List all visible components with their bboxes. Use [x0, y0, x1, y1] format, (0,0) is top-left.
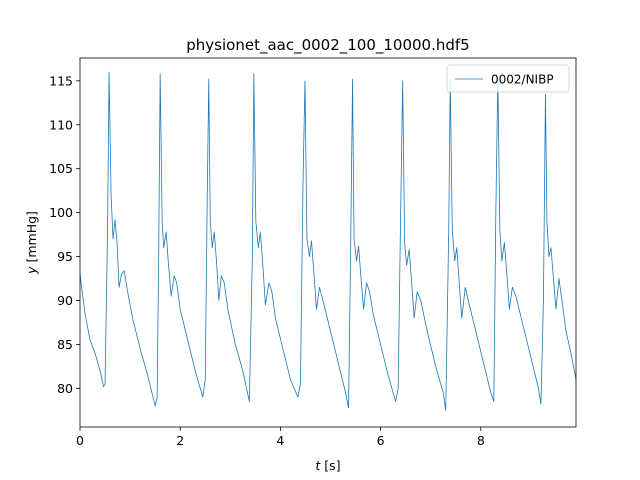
- y-tick-label: 85: [57, 337, 73, 352]
- x-axis-unit: [s]: [320, 458, 340, 473]
- legend: 0002/NIBP: [446, 64, 570, 93]
- x-tick-label: 0: [76, 433, 84, 448]
- y-tick-label: 80: [57, 381, 73, 396]
- x-tick-label: 8: [477, 433, 485, 448]
- x-tick-label: 6: [377, 433, 385, 448]
- y-tick-label: 110: [49, 117, 73, 132]
- chart-title: physionet_aac_0002_100_10000.hdf5: [186, 36, 469, 55]
- y-axis-label: y [mmHg]: [24, 211, 39, 275]
- x-tick-label: 4: [276, 433, 284, 448]
- legend-label-nibp: 0002/NIBP: [491, 73, 554, 87]
- plot-area: [79, 57, 577, 428]
- y-tick-label: 95: [57, 249, 73, 264]
- y-axis-unit: [mmHg]: [24, 211, 39, 266]
- y-tick-label: 105: [49, 161, 73, 176]
- x-axis-variable: t: [315, 458, 321, 473]
- axes-frame: [79, 57, 577, 428]
- y-axis: 80 85 90 95 100 105 110 115: [49, 73, 80, 396]
- y-axis-variable: y: [24, 266, 39, 275]
- y-tick-label: 100: [49, 205, 73, 220]
- series-line-nibp: [80, 71, 576, 411]
- y-tick-label: 90: [57, 293, 73, 308]
- x-axis-label: t [s]: [315, 458, 340, 473]
- legend-frame: [446, 64, 570, 93]
- x-axis: 0 2 4 6 8: [76, 427, 485, 448]
- x-tick-label: 2: [176, 433, 184, 448]
- y-tick-label: 115: [49, 73, 73, 88]
